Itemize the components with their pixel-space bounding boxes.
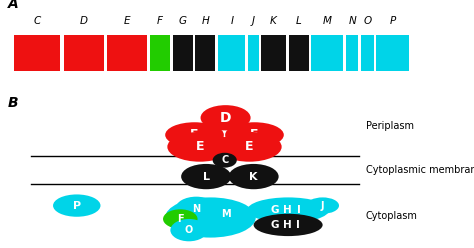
Ellipse shape bbox=[181, 164, 231, 189]
Text: F: F bbox=[157, 16, 163, 26]
Text: N: N bbox=[348, 16, 356, 26]
Text: B: B bbox=[8, 96, 18, 110]
Text: E: E bbox=[245, 140, 254, 153]
Text: E: E bbox=[124, 16, 130, 26]
Ellipse shape bbox=[175, 197, 217, 220]
Text: G: G bbox=[271, 220, 280, 230]
Text: F: F bbox=[177, 214, 183, 224]
Text: D: D bbox=[220, 111, 231, 125]
Text: I: I bbox=[296, 220, 300, 230]
Ellipse shape bbox=[165, 122, 224, 148]
Ellipse shape bbox=[163, 209, 198, 229]
Text: G: G bbox=[270, 205, 279, 215]
Text: K: K bbox=[249, 172, 258, 182]
Bar bbox=[248, 35, 259, 71]
Text: N: N bbox=[192, 204, 201, 214]
Bar bbox=[107, 35, 147, 71]
Text: Cytoplasm: Cytoplasm bbox=[366, 211, 418, 221]
Bar bbox=[195, 35, 216, 71]
Ellipse shape bbox=[53, 194, 100, 217]
Bar bbox=[173, 35, 193, 71]
Ellipse shape bbox=[254, 214, 323, 236]
Text: M: M bbox=[221, 209, 230, 219]
Text: A: A bbox=[8, 0, 18, 11]
Text: L: L bbox=[203, 172, 210, 182]
Text: H: H bbox=[283, 205, 292, 215]
Bar bbox=[218, 35, 246, 71]
Text: C: C bbox=[34, 16, 41, 26]
Text: P: P bbox=[73, 201, 81, 211]
Bar bbox=[361, 35, 374, 71]
Bar bbox=[14, 35, 60, 71]
Text: L: L bbox=[296, 16, 301, 26]
Ellipse shape bbox=[203, 203, 248, 225]
Bar bbox=[64, 35, 104, 71]
Bar bbox=[150, 35, 170, 71]
Text: K: K bbox=[270, 16, 277, 26]
Ellipse shape bbox=[201, 105, 251, 130]
Text: D: D bbox=[80, 16, 88, 26]
Text: O: O bbox=[185, 225, 193, 235]
Ellipse shape bbox=[165, 197, 256, 238]
Text: I: I bbox=[230, 16, 233, 26]
Ellipse shape bbox=[225, 122, 284, 148]
Ellipse shape bbox=[170, 219, 208, 241]
Ellipse shape bbox=[306, 197, 339, 214]
Text: G: G bbox=[179, 16, 187, 26]
Text: E: E bbox=[195, 140, 204, 153]
Text: M: M bbox=[323, 16, 332, 26]
Text: Cytoplasmic membrane: Cytoplasmic membrane bbox=[366, 165, 474, 175]
Text: E: E bbox=[250, 128, 259, 141]
Text: P: P bbox=[389, 16, 396, 26]
Bar bbox=[261, 35, 286, 71]
Ellipse shape bbox=[167, 132, 232, 162]
Text: Periplasm: Periplasm bbox=[366, 121, 414, 131]
Ellipse shape bbox=[217, 132, 282, 162]
Text: H: H bbox=[283, 220, 292, 230]
Ellipse shape bbox=[213, 153, 237, 168]
Ellipse shape bbox=[247, 197, 329, 223]
Bar bbox=[346, 35, 358, 71]
Text: J: J bbox=[321, 201, 324, 211]
Bar bbox=[376, 35, 409, 71]
Text: J: J bbox=[252, 16, 255, 26]
Text: C: C bbox=[221, 155, 228, 165]
Text: O: O bbox=[363, 16, 371, 26]
Bar bbox=[311, 35, 343, 71]
Text: E: E bbox=[190, 128, 199, 141]
Bar bbox=[289, 35, 309, 71]
Text: I: I bbox=[297, 205, 301, 215]
Text: H: H bbox=[201, 16, 210, 26]
Ellipse shape bbox=[228, 164, 279, 189]
